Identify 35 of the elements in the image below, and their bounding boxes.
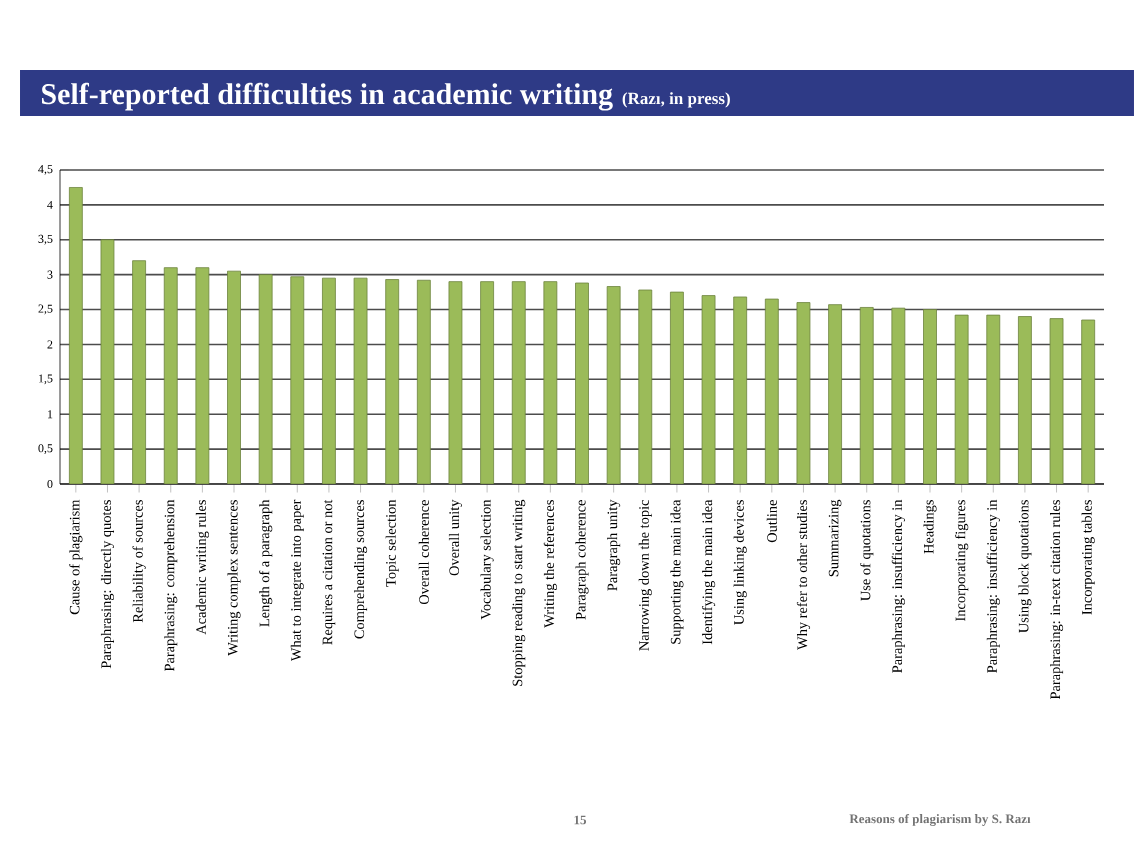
chart-title: Self-reported difficulties in academic writing — [42, 82, 613, 111]
bar — [416, 279, 431, 484]
bar — [828, 304, 842, 484]
bar — [670, 291, 684, 484]
bar — [986, 314, 1001, 484]
bar — [764, 298, 779, 484]
bar — [606, 286, 621, 484]
bar — [923, 309, 937, 484]
bar — [1049, 318, 1064, 484]
bar — [448, 281, 463, 484]
bar — [480, 281, 494, 484]
bar — [638, 289, 653, 484]
chart-subtitle: (Razı, in press) — [622, 92, 730, 108]
bar — [322, 277, 336, 484]
bar — [1081, 319, 1096, 484]
bar — [701, 295, 716, 484]
bar — [100, 239, 115, 484]
bar — [1018, 316, 1032, 484]
bar — [227, 270, 241, 484]
bar — [511, 281, 526, 484]
bar — [385, 279, 400, 484]
bar — [132, 260, 146, 484]
bar — [733, 296, 748, 484]
bar — [891, 307, 906, 484]
bar — [575, 282, 589, 484]
bar — [796, 302, 811, 484]
bar — [353, 277, 368, 484]
bar — [859, 307, 874, 484]
bar — [195, 267, 210, 484]
bar — [954, 314, 969, 484]
bar — [543, 281, 558, 484]
bar — [163, 267, 178, 484]
bar — [290, 276, 305, 484]
bar — [68, 187, 83, 484]
bar — [258, 274, 273, 484]
